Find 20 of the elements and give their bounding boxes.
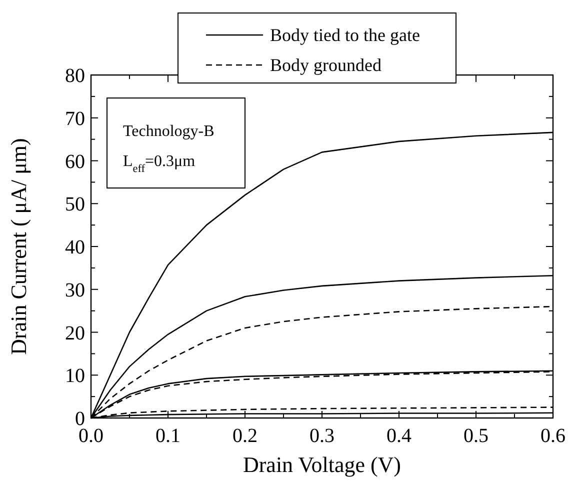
annotation: Technology-B [123, 123, 214, 140]
y-tick-label: 70 [65, 108, 85, 130]
y-tick-label: 30 [65, 279, 85, 302]
y-tick-label: 40 [65, 236, 85, 258]
y-axis-title: Drain Current ( μA/ μm) [6, 138, 31, 355]
legend-label: Body grounded [270, 55, 382, 75]
x-tick-label: 0.6 [540, 425, 566, 447]
annotation: L$_{eff}$=0.3μm [123, 153, 196, 175]
x-tick-label: 0.5 [464, 425, 488, 447]
x-tick-label: 0.1 [156, 425, 180, 447]
y-tick-label: 50 [65, 194, 85, 216]
x-axis-title: Drain Voltage (V) [242, 452, 402, 477]
y-tick-label: 20 [65, 322, 85, 344]
x-tick-label: 0.3 [310, 425, 334, 447]
y-tick-label: 60 [65, 150, 85, 173]
y-tick-label: 10 [65, 365, 85, 388]
legend-label: Body tied to the gate [270, 25, 420, 45]
x-tick-label: 0.2 [232, 425, 258, 447]
x-tick-label: 0.4 [386, 425, 412, 447]
y-tick-label: 80 [65, 65, 85, 87]
